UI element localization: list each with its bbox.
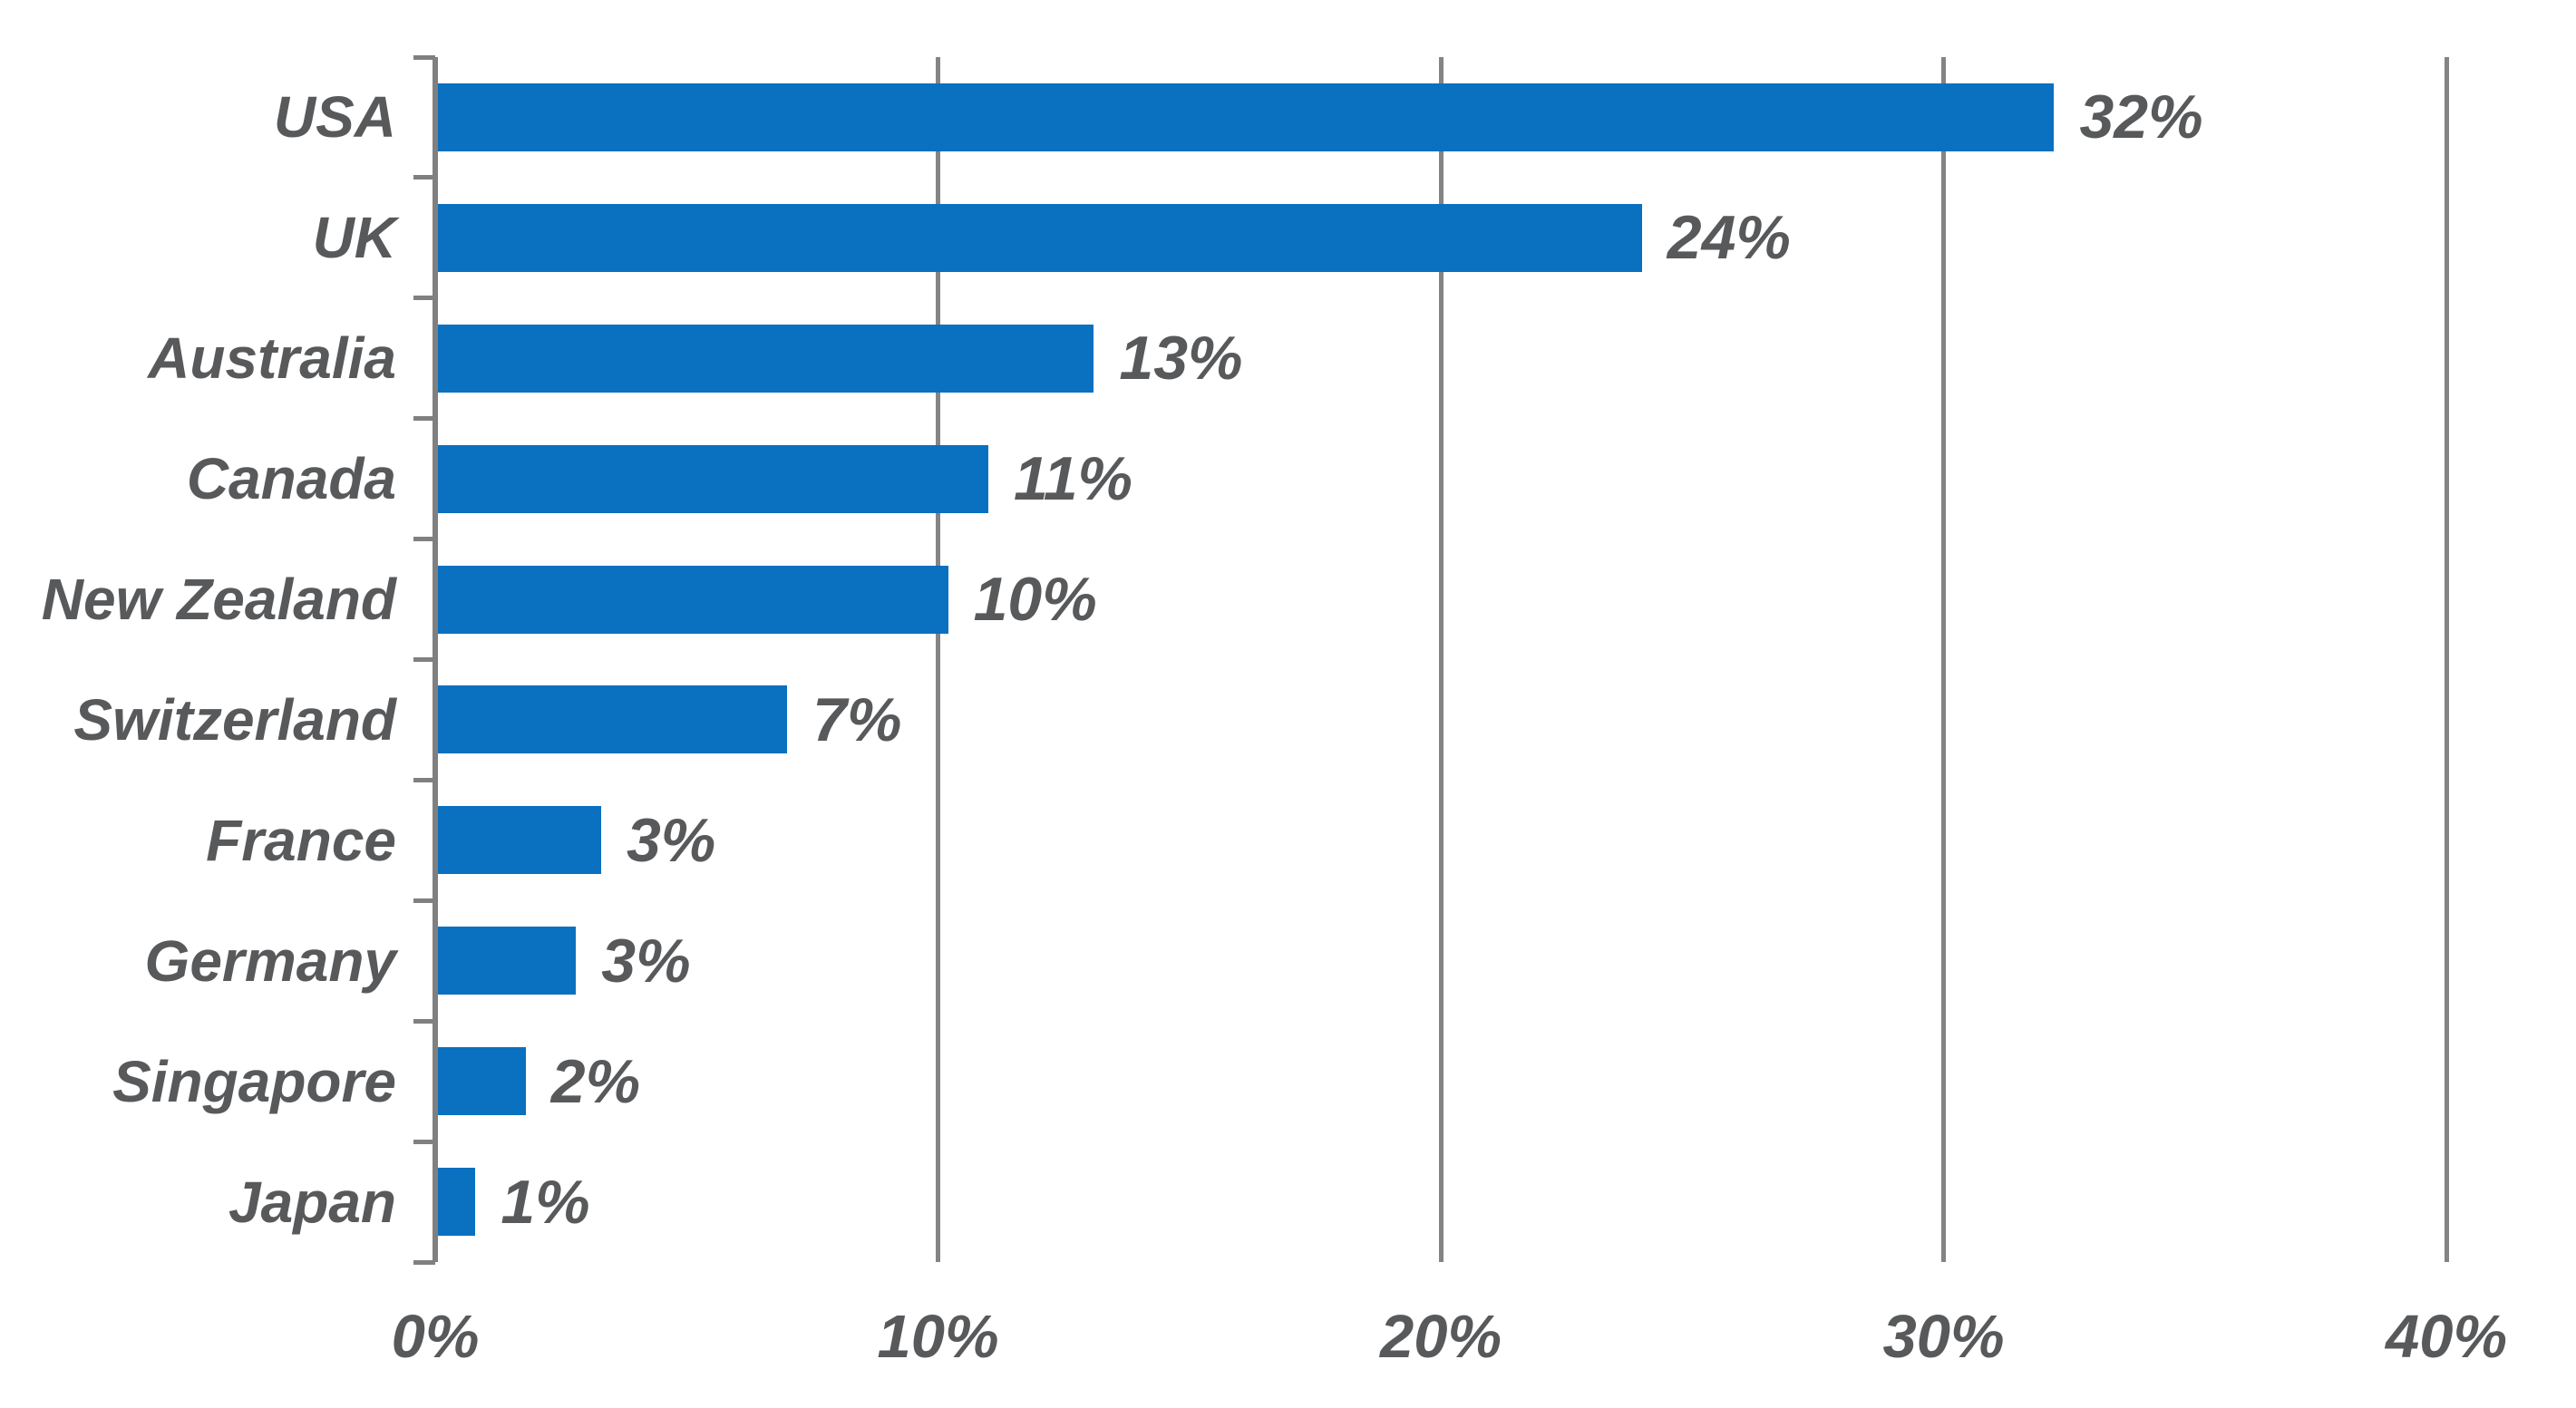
category-label-singapore: Singapore <box>112 1048 396 1114</box>
value-label-germany: 3% <box>601 926 691 995</box>
category-label-usa: USA <box>273 84 396 151</box>
x-axis-label-40pct: 40% <box>2385 1303 2508 1371</box>
bar-france <box>438 806 601 875</box>
bar-singapore <box>438 1047 526 1116</box>
bar-new-zealand <box>438 565 948 634</box>
y-axis-tick <box>413 537 435 542</box>
y-axis-tick <box>413 1259 435 1265</box>
gridline-10% <box>936 57 940 1262</box>
value-label-france: 3% <box>626 805 716 875</box>
bar-canada <box>438 444 988 513</box>
value-label-uk: 24% <box>1667 203 1791 273</box>
bar-japan <box>438 1168 476 1237</box>
y-axis-tick <box>413 1139 435 1144</box>
value-label-singapore: 2% <box>550 1046 641 1116</box>
bar-uk <box>438 203 1642 272</box>
value-label-switzerland: 7% <box>812 685 902 754</box>
x-axis-label-0pct: 0% <box>391 1303 480 1371</box>
category-label-canada: Canada <box>186 446 396 512</box>
y-axis-line <box>433 57 438 1262</box>
y-axis-tick <box>413 777 435 782</box>
y-axis-tick <box>413 898 435 903</box>
y-axis-tick <box>413 657 435 662</box>
bar-switzerland <box>438 685 788 754</box>
category-label-australia: Australia <box>148 325 396 392</box>
category-label-switzerland: Switzerland <box>73 686 396 753</box>
gridline-20% <box>1438 57 1444 1262</box>
category-label-new-zealand: New Zealand <box>41 567 396 633</box>
x-axis-label-20pct: 20% <box>1379 1303 1502 1371</box>
category-label-uk: UK <box>312 205 396 271</box>
value-label-usa: 32% <box>2079 83 2203 152</box>
bar-australia <box>438 324 1094 393</box>
x-axis-label-30pct: 30% <box>1882 1303 2005 1371</box>
category-label-japan: Japan <box>228 1169 396 1235</box>
value-label-japan: 1% <box>501 1167 590 1237</box>
value-label-new-zealand: 10% <box>973 565 1097 635</box>
x-axis-label-10pct: 10% <box>877 1303 999 1371</box>
y-axis-tick <box>413 1018 435 1024</box>
y-axis-tick <box>413 175 435 180</box>
y-axis-tick <box>413 296 435 301</box>
y-axis-tick <box>413 54 435 60</box>
value-label-australia: 13% <box>1119 324 1243 393</box>
bar-germany <box>438 927 577 995</box>
gridline-40% <box>2444 57 2449 1262</box>
category-label-germany: Germany <box>144 927 396 994</box>
bar-usa <box>438 83 2055 151</box>
value-label-canada: 11% <box>1013 444 1132 514</box>
category-label-france: France <box>206 807 396 873</box>
gridline-30% <box>1941 57 1946 1262</box>
y-axis-tick <box>413 416 435 422</box>
